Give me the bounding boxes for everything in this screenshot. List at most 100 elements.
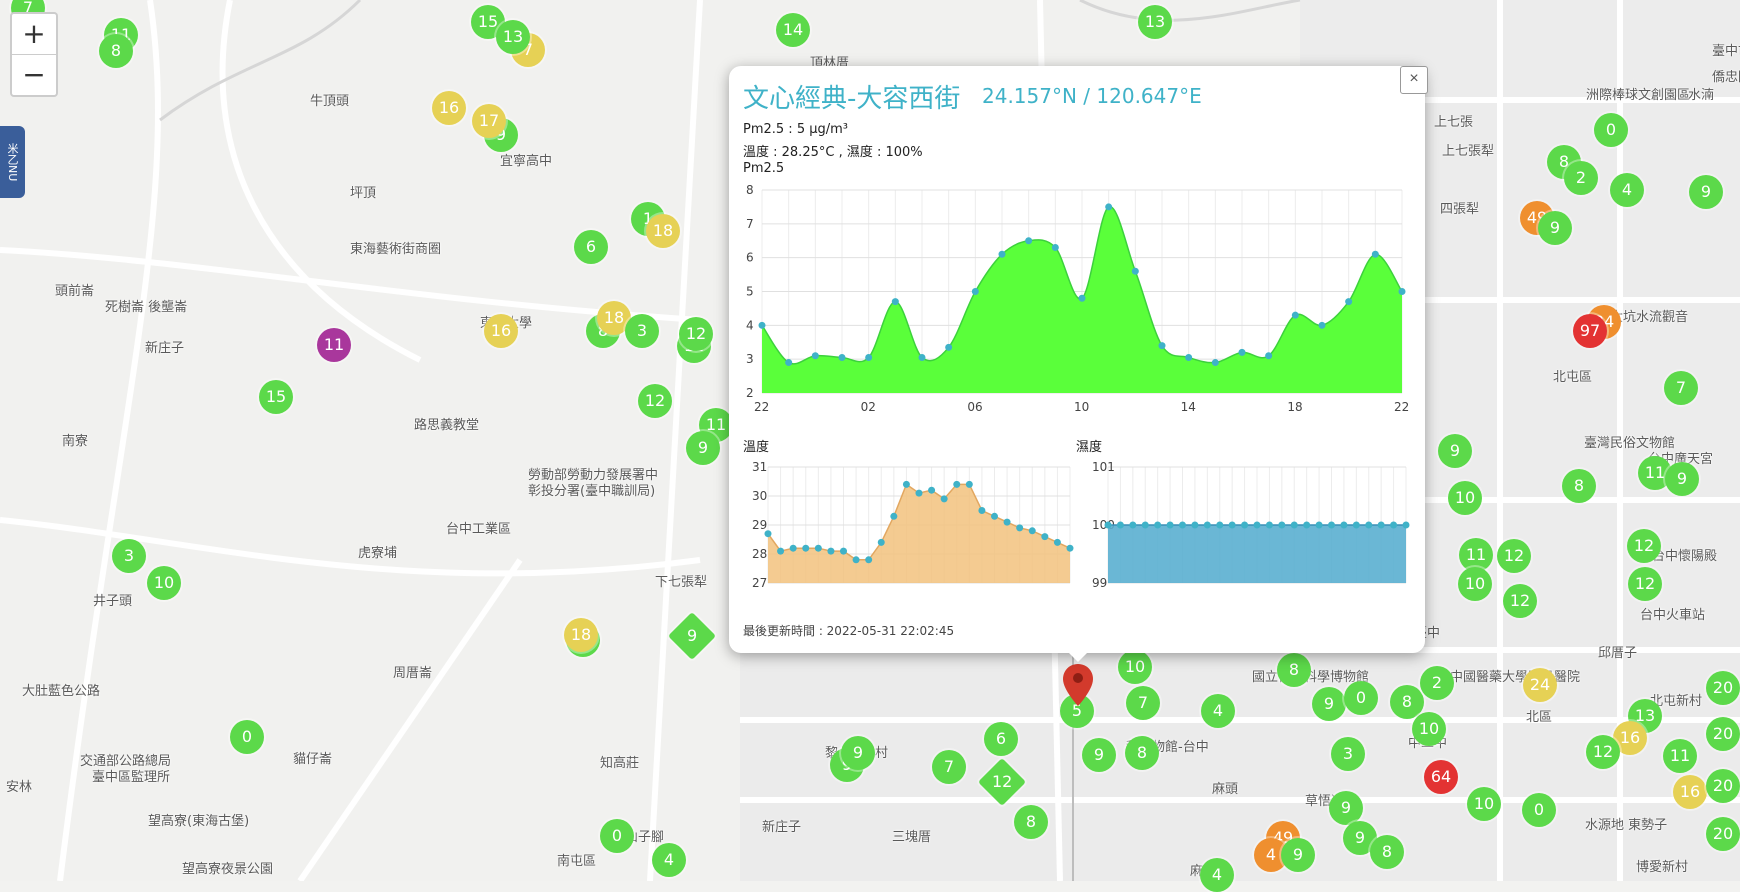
place-label: 山子腳 [625,830,665,845]
data-point [965,480,973,488]
data-point [1253,521,1261,529]
aqi-station-marker[interactable]: 12 [1628,567,1662,601]
aqi-station-marker[interactable]: 24 [1523,668,1557,702]
aqi-station-marker[interactable]: 20 [1706,671,1740,705]
aqi-station-marker[interactable]: 20 [1706,717,1740,751]
zoom-in-button[interactable]: + [22,17,46,50]
aqi-station-marker[interactable]: 4 [1610,173,1644,207]
aqi-station-marker[interactable]: 0 [230,720,264,754]
y-tick-label: 27 [752,576,767,590]
data-point [998,250,1006,258]
aqi-station-marker[interactable]: 13 [1138,5,1172,39]
aqi-station-marker[interactable]: 2 [1420,666,1454,700]
aqi-station-marker[interactable]: 12 [1586,735,1620,769]
aqi-station-marker[interactable]: 3 [1331,737,1365,771]
place-label: 大坑水流觀音 [1610,310,1689,325]
aqi-station-marker[interactable]: 9 [1312,687,1346,721]
y-tick-label: 2 [746,386,754,400]
aqi-station-marker[interactable]: 16 [484,314,518,348]
place-label: 村 [875,746,889,761]
aqi-station-marker[interactable]: 3 [112,539,146,573]
location-pin-icon[interactable] [1063,664,1093,706]
aqi-station-marker[interactable]: 9 [1689,175,1723,209]
aqi-station-marker[interactable]: 4 [1200,858,1234,892]
aqi-station-marker[interactable]: 12 [638,384,672,418]
x-tick-label: 10 [1074,400,1089,414]
aqi-station-marker[interactable]: 0 [1344,681,1378,715]
humidity-chart-label: 濕度 [1076,440,1103,455]
data-point [811,352,819,360]
aqi-station-marker[interactable]: 10 [1118,650,1152,684]
aqi-station-marker[interactable]: 8 [1370,835,1404,869]
aqi-station-marker[interactable]: 0 [1522,793,1556,827]
zoom-out-button[interactable]: − [12,54,56,95]
aqi-station-marker[interactable]: 17 [472,104,506,138]
aqi-station-marker[interactable]: 9 [686,431,720,465]
aqi-station-marker[interactable]: 7 [1664,371,1698,405]
aqi-station-marker[interactable]: 6 [984,722,1018,756]
aqi-station-marker[interactable]: 18 [646,214,680,248]
aqi-station-marker[interactable]: 15 [259,380,293,414]
aqi-station-marker[interactable]: 4 [1201,694,1235,728]
pm25-chart: 2 3 4 5 6 7 8 22 02 06 10 14 18 22 [746,183,1409,414]
place-label: 貓仔崙 [293,752,333,767]
aqi-station-marker[interactable]: 15 [471,5,505,39]
data-point [840,547,847,555]
aqi-station-marker[interactable]: 9 [1538,211,1572,245]
data-point [827,547,835,555]
aqi-station-marker[interactable]: 8 [1125,736,1159,770]
aqi-station-marker[interactable]: 9 [1281,838,1315,872]
popup-close-button[interactable]: × [1400,66,1428,94]
aqi-station-marker[interactable]: 14 [776,13,810,47]
aqi-station-marker[interactable]: 20 [1706,817,1740,851]
aqi-station-marker[interactable]: 6 [574,230,608,264]
aqi-station-marker[interactable]: 13 [496,20,530,54]
aqi-station-marker[interactable]: 7 [932,750,966,784]
aqi-station-marker[interactable]: 8 [99,34,133,68]
aqi-station-marker[interactable]: 2 [1564,161,1598,195]
aqi-station-marker[interactable]: 10 [1467,787,1501,821]
data-point [877,538,885,546]
data-point [1003,518,1011,526]
aqi-station-marker[interactable]: 12 [1627,529,1661,563]
aqi-station-marker[interactable]: 9 [1665,462,1699,496]
aqi-station-marker[interactable]: 11 [317,328,351,362]
data-point [1041,533,1049,541]
aqi-station-marker[interactable]: 4 [652,843,686,877]
aqi-station-marker[interactable]: 3 [625,314,659,348]
aqi-station-marker[interactable]: 16 [432,91,466,125]
aqi-station-marker[interactable]: 9 [841,736,875,770]
y-tick-label: 8 [746,183,754,197]
aqi-station-marker[interactable]: 16 [1673,775,1707,809]
aqi-station-marker[interactable]: 8 [1390,685,1424,719]
place-label: 四張犁 [1440,202,1480,217]
aqi-station-marker[interactable]: 9 [1329,791,1363,825]
aqi-station-marker[interactable]: 10 [1412,712,1446,746]
aqi-station-marker[interactable]: 10 [1458,567,1492,601]
aqi-station-marker[interactable]: 64 [1424,760,1458,794]
aqi-station-marker[interactable]: 12 [679,317,713,351]
aqi-station-marker[interactable]: 0 [600,819,634,853]
data-point [890,512,898,520]
aqi-station-marker[interactable]: 12 [1503,584,1537,618]
aqi-station-marker[interactable]: 8 [1014,805,1048,839]
aqi-station-marker[interactable]: 8 [1277,653,1311,687]
side-tab[interactable]: 米乙NU [0,126,25,198]
data-point [1154,521,1162,529]
data-point [1078,294,1086,302]
aqi-station-marker[interactable]: 11 [1459,538,1493,572]
aqi-station-marker[interactable]: 20 [1706,769,1740,803]
aqi-station-marker[interactable]: 10 [147,566,181,600]
aqi-station-marker[interactable]: 7 [1126,686,1160,720]
data-point [1131,267,1139,275]
aqi-station-marker[interactable]: 12 [1497,539,1531,573]
aqi-station-marker[interactable]: 97 [1573,314,1607,348]
aqi-station-marker[interactable]: 8 [1562,469,1596,503]
aqi-station-marker[interactable]: 9 [1438,434,1472,468]
x-tick-label: 02 [861,400,876,414]
aqi-station-marker[interactable]: 11 [1663,739,1697,773]
aqi-station-marker[interactable]: 9 [1082,738,1116,772]
aqi-station-marker[interactable]: 10 [1448,481,1482,515]
aqi-station-marker[interactable]: 18 [564,618,598,652]
aqi-station-marker[interactable]: 0 [1594,113,1628,147]
